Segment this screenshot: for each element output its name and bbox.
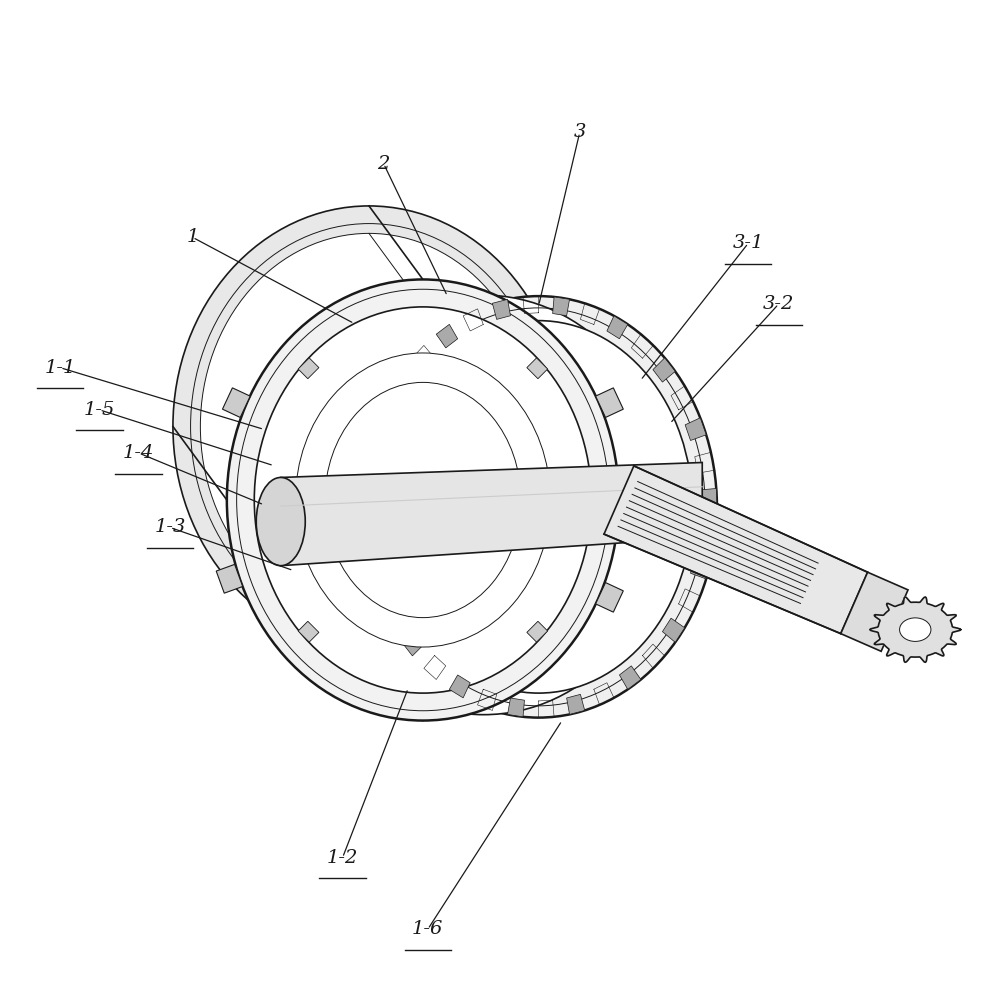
Polygon shape (367, 435, 386, 457)
Text: 1-2: 1-2 (326, 849, 358, 867)
Ellipse shape (296, 353, 550, 647)
Ellipse shape (173, 206, 565, 647)
Polygon shape (552, 297, 569, 316)
Text: 1-5: 1-5 (84, 401, 115, 419)
Polygon shape (527, 358, 548, 379)
Polygon shape (298, 621, 318, 642)
Polygon shape (604, 466, 868, 634)
Text: 1-4: 1-4 (123, 444, 154, 462)
Polygon shape (840, 572, 908, 651)
Polygon shape (281, 463, 702, 566)
Ellipse shape (384, 321, 692, 693)
Polygon shape (690, 557, 711, 579)
Polygon shape (436, 324, 458, 348)
Polygon shape (700, 488, 717, 507)
Polygon shape (222, 388, 251, 417)
Text: 2: 2 (377, 155, 390, 173)
Polygon shape (507, 698, 525, 717)
Polygon shape (527, 621, 548, 642)
Ellipse shape (360, 296, 717, 718)
Polygon shape (298, 358, 318, 379)
Ellipse shape (257, 477, 306, 566)
Polygon shape (392, 371, 415, 396)
Ellipse shape (255, 307, 592, 693)
Ellipse shape (318, 317, 649, 693)
Text: 1-3: 1-3 (154, 518, 186, 536)
Polygon shape (870, 597, 960, 662)
Ellipse shape (899, 618, 931, 641)
Polygon shape (371, 573, 392, 596)
Polygon shape (402, 632, 425, 656)
Polygon shape (596, 583, 623, 612)
Text: 1-6: 1-6 (412, 920, 443, 938)
Text: 3-1: 3-1 (732, 234, 764, 252)
Ellipse shape (298, 295, 669, 715)
Polygon shape (216, 564, 243, 593)
Polygon shape (653, 358, 675, 382)
Text: 1: 1 (187, 228, 199, 246)
Ellipse shape (227, 279, 619, 721)
Text: 3-2: 3-2 (763, 295, 794, 313)
Text: 3: 3 (573, 123, 586, 141)
Polygon shape (663, 618, 685, 642)
Polygon shape (619, 666, 641, 689)
Polygon shape (360, 507, 377, 525)
Ellipse shape (201, 233, 538, 620)
Polygon shape (492, 299, 510, 319)
Polygon shape (566, 694, 585, 714)
Polygon shape (607, 316, 628, 339)
Polygon shape (449, 675, 470, 698)
Text: 1-1: 1-1 (44, 359, 76, 377)
Polygon shape (685, 418, 706, 440)
Polygon shape (596, 388, 623, 417)
Ellipse shape (324, 382, 521, 618)
